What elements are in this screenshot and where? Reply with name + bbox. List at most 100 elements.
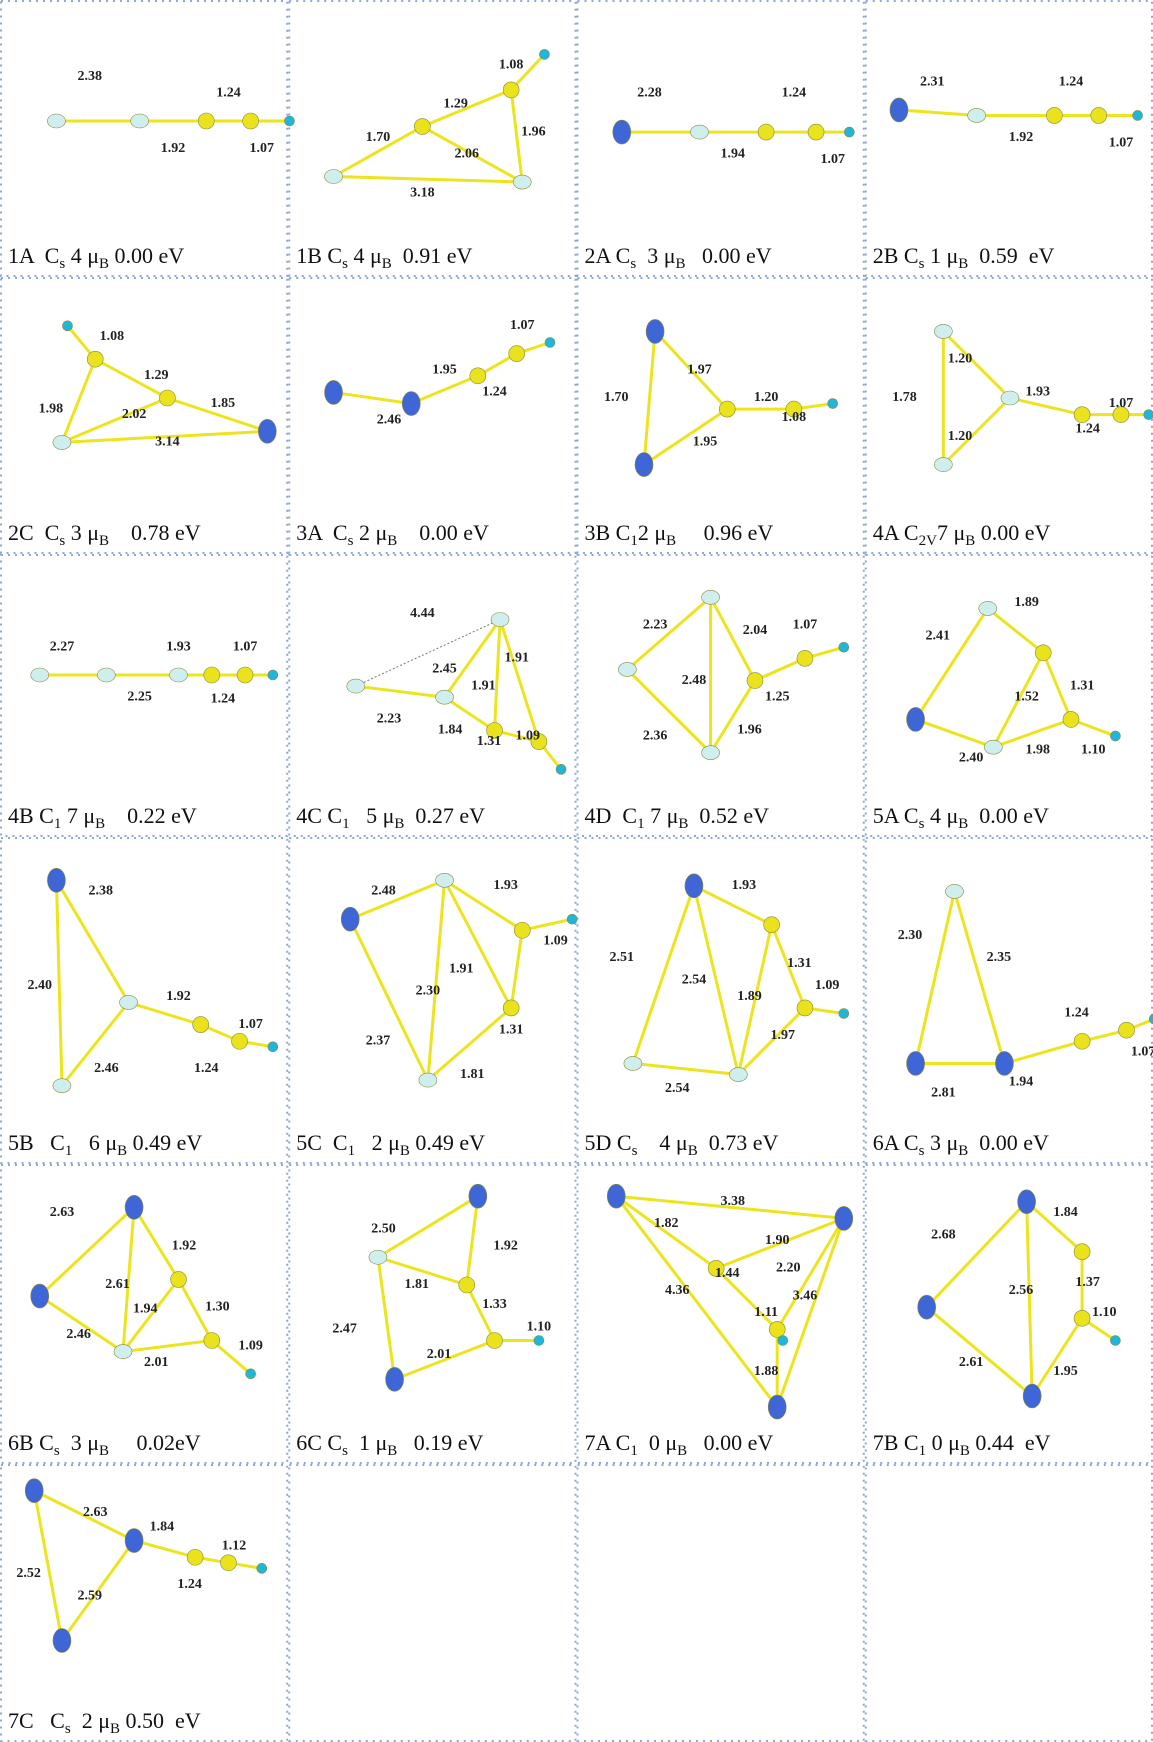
bond-length: 1.84 xyxy=(1053,1205,1078,1220)
caption-part: 5B C xyxy=(8,1130,65,1155)
bond-length: 1.93 xyxy=(493,878,517,893)
atom xyxy=(534,1336,544,1346)
bond-length: 2.23 xyxy=(643,617,668,632)
atom xyxy=(369,1250,387,1264)
caption-part: 0.00 eV xyxy=(109,243,184,268)
bond-length: 1.07 xyxy=(233,639,258,654)
bond-length: 1.24 xyxy=(177,1577,202,1592)
bond-length: 1.94 xyxy=(1009,1075,1034,1090)
caption-part: B xyxy=(117,1143,127,1159)
bond-length: 2.37 xyxy=(366,1033,391,1048)
caption-part: 0.78 eV xyxy=(109,520,201,545)
atom xyxy=(556,764,566,774)
caption: 5B C1 6 μB 0.49 eV xyxy=(8,1130,202,1159)
bond-length: 2.38 xyxy=(89,884,114,899)
atom xyxy=(125,1529,143,1553)
caption-part: 0.27 eV xyxy=(404,803,485,828)
atom xyxy=(509,346,525,362)
atom xyxy=(414,119,430,135)
bond-length: 1.24 xyxy=(482,385,507,400)
caption-part: 0.49 eV xyxy=(127,1130,202,1155)
bond-length: 2.40 xyxy=(959,750,984,765)
bond-length: 2.46 xyxy=(94,1061,119,1076)
caption-part: 0.02eV xyxy=(109,1430,201,1455)
atom xyxy=(719,401,735,417)
bond-length: 1.08 xyxy=(782,410,807,425)
caption-part: B xyxy=(99,533,109,549)
atom xyxy=(193,1017,209,1033)
caption-part: 0.00 eV xyxy=(968,1130,1049,1155)
bond-length: 2.30 xyxy=(898,928,923,943)
atom xyxy=(613,120,631,144)
caption-part: 4A C xyxy=(873,520,919,545)
bond-length: 1.95 xyxy=(693,435,718,450)
bond-length: 2.54 xyxy=(665,1081,690,1096)
bond-length: 1.97 xyxy=(687,362,712,377)
caption-part: 7C C xyxy=(8,1708,65,1733)
bond-length: 1.11 xyxy=(754,1305,778,1320)
caption-part: B xyxy=(400,1143,410,1159)
caption-part: 0.59 eV xyxy=(968,243,1054,268)
atom xyxy=(246,1369,256,1379)
caption-part: 0.19 eV xyxy=(397,1430,483,1455)
atom xyxy=(685,874,703,898)
caption-part: 2 μ xyxy=(71,1708,110,1733)
bond-length: 2.56 xyxy=(1009,1283,1034,1298)
atom xyxy=(268,670,278,680)
atom xyxy=(635,453,653,477)
bond-length: 1.07 xyxy=(820,152,845,167)
caption-part: B xyxy=(110,1721,120,1737)
bond-length: 1.96 xyxy=(521,124,546,139)
bond-length: 1.10 xyxy=(1081,743,1106,758)
atom xyxy=(503,82,519,98)
atom xyxy=(1023,1384,1041,1408)
atom xyxy=(459,1277,475,1293)
atom xyxy=(487,1333,503,1349)
bond-length: 2.01 xyxy=(427,1347,452,1362)
atom xyxy=(347,679,365,693)
atom xyxy=(764,917,780,933)
atom xyxy=(187,1549,203,1565)
caption-part: 5A C xyxy=(873,803,919,828)
caption-part: 4 μ xyxy=(348,243,382,268)
caption-part: B xyxy=(99,1443,109,1459)
caption-part: 0.00 eV xyxy=(686,243,772,268)
atom xyxy=(934,458,952,472)
caption-part: 4 μ xyxy=(924,803,958,828)
caption-part: B xyxy=(99,256,109,272)
caption-part: 1 xyxy=(342,816,350,832)
bond-length: 3.14 xyxy=(155,435,180,450)
bond-length: 1.07 xyxy=(1131,1045,1153,1060)
caption-part: B xyxy=(382,256,392,272)
bond-length: 2.31 xyxy=(920,74,945,89)
bond-length: 1.91 xyxy=(471,678,496,693)
bond-length: 1.92 xyxy=(166,989,191,1004)
bond-length: 2.61 xyxy=(105,1277,130,1292)
caption-part: 2C C xyxy=(8,520,59,545)
atom xyxy=(702,746,720,760)
atom xyxy=(159,390,175,406)
caption-part: 2V xyxy=(919,533,938,549)
bond-length: 1.08 xyxy=(100,329,125,344)
caption-part: 6C C xyxy=(296,1430,342,1455)
figure: 2.381.241.921.071A Cs 4 μB 0.00 eV1.081.… xyxy=(0,0,1153,1742)
bond-length: 2.20 xyxy=(776,1261,801,1276)
bond-length: 1.10 xyxy=(1092,1305,1117,1320)
atom xyxy=(1074,1310,1090,1326)
bond-length: 1.97 xyxy=(771,1028,796,1043)
atom xyxy=(87,351,103,367)
atom xyxy=(646,319,664,343)
caption-part: 0.00 eV xyxy=(687,1430,773,1455)
atom xyxy=(1046,107,1062,123)
bond-length: 1.91 xyxy=(449,961,474,976)
caption-part: 0.52 eV xyxy=(688,803,769,828)
atom xyxy=(237,667,253,683)
bond-length: 1.93 xyxy=(732,878,757,893)
bond-length: 1.10 xyxy=(527,1319,552,1334)
atom xyxy=(758,124,774,140)
caption-part: 2 μ xyxy=(638,520,666,545)
bond-length: 1.24 xyxy=(211,692,236,707)
bond-length: 1.70 xyxy=(604,390,629,405)
bond-length: 3.46 xyxy=(793,1288,818,1303)
bond-length: 2.54 xyxy=(682,972,707,987)
